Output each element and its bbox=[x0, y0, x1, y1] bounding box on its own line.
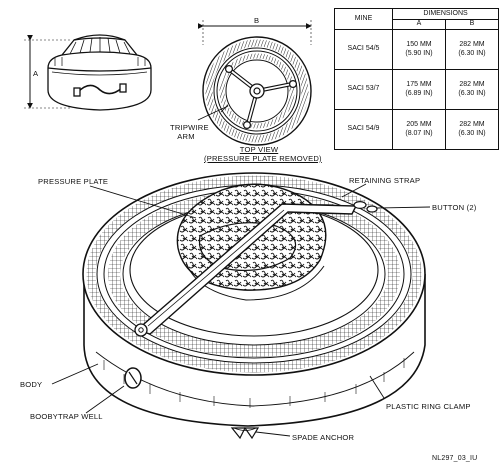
dim-b-cell: 282 MM (6.30 IN) bbox=[445, 29, 499, 70]
button-1 bbox=[353, 201, 367, 210]
mine-cell: SACI 54/9 bbox=[334, 109, 393, 150]
mine-cell: SACI 53/7 bbox=[334, 69, 393, 110]
table-header-mine: MINE bbox=[334, 8, 393, 30]
pressure-plate-label: PRESSURE PLATE bbox=[38, 177, 109, 186]
top-view-caption: TOP VIEW (PRESSURE PLATE REMOVED) bbox=[204, 145, 322, 163]
top-view-title: TOP VIEW bbox=[239, 145, 279, 154]
dimension-b-label: B bbox=[254, 16, 260, 25]
side-view bbox=[24, 34, 152, 111]
side-view-body bbox=[47, 34, 152, 111]
dim-b-cell: 282 MM (6.30 IN) bbox=[445, 109, 499, 150]
table-row: SACI 54/5 150 MM (5.90 IN) 282 MM (6.30 IN… bbox=[334, 29, 499, 70]
dimension-a-label: A bbox=[33, 69, 39, 78]
dim-a-cell: 175 MM (6.89 IN) bbox=[392, 69, 446, 110]
side-view-handle bbox=[77, 84, 123, 95]
table-header-b: B bbox=[445, 19, 499, 30]
button-2 bbox=[366, 205, 378, 213]
top-view bbox=[197, 20, 312, 146]
main-view bbox=[82, 172, 426, 440]
dim-a-cell: 150 MM (5.90 IN) bbox=[392, 29, 446, 70]
boobytrap-well-label: BOOBYTRAP WELL bbox=[30, 412, 103, 421]
table-header-dimensions: DIMENSIONS bbox=[392, 8, 499, 20]
tripwire-arm-label-line-1: TRIPWIRE bbox=[170, 123, 209, 132]
dimensions-table: MINE DIMENSIONS A B SACI 54/5 150 MM (5.9… bbox=[334, 8, 499, 150]
retaining-strap-label: RETAINING STRAP bbox=[349, 176, 421, 185]
dim-a-cell: 205 MM (8.07 IN) bbox=[392, 109, 446, 150]
top-view-note: (PRESSURE PLATE REMOVED) bbox=[204, 154, 322, 163]
button-label: BUTTON (2) bbox=[432, 203, 477, 212]
tripwire-arm-label-line-2: ARM bbox=[177, 132, 195, 141]
table-row: SACI 53/7 175 MM (6.89 IN) 282 MM (6.30 IN… bbox=[334, 69, 499, 110]
spade-anchor-label: SPADE ANCHOR bbox=[292, 433, 355, 442]
leader-lines bbox=[51, 105, 431, 437]
body-label: BODY bbox=[20, 380, 43, 389]
table-row: SACI 54/9 205 MM (8.07 IN) 282 MM (6.30 IN… bbox=[334, 109, 499, 150]
dim-b-cell: 282 MM (6.30 IN) bbox=[445, 69, 499, 110]
mine-cell: SACI 54/5 bbox=[334, 29, 393, 70]
retaining-strap bbox=[135, 203, 358, 335]
figure-code: NL297_03_IU bbox=[432, 455, 478, 462]
plastic-ring-clamp-label: PLASTIC RING CLAMP bbox=[386, 402, 471, 411]
tripwire-arm-label: TRIPWIRE ARM bbox=[170, 123, 209, 141]
spade-anchor bbox=[230, 426, 260, 440]
table-header-a: A bbox=[392, 19, 446, 30]
